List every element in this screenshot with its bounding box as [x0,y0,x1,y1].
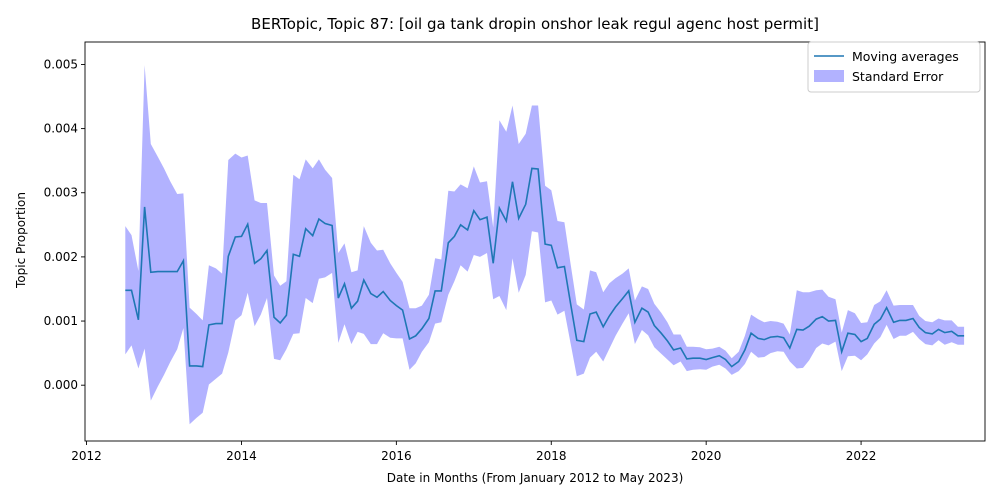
x-tick-label: 2012 [71,449,102,463]
x-tick-label: 2016 [381,449,412,463]
moving-average-line [125,167,965,368]
x-tick-label: 2022 [846,449,877,463]
chart-title: BERTopic, Topic 87: [oil ga tank dropin … [251,15,819,33]
legend-standard-error-label: Standard Error [852,69,944,84]
plot-area [125,65,965,425]
y-tick-label: 0.002 [44,250,78,264]
x-axis-label: Date in Months (From January 2012 to May… [387,471,684,485]
legend-moving-average-label: Moving averages [852,49,959,64]
y-tick-label: 0.004 [44,122,78,136]
legend-box [807,41,981,93]
y-tick-label: 0.000 [44,378,78,392]
y-tick-label: 0.001 [44,314,78,328]
y-axis-label: Topic Proportion [14,192,28,289]
legend-standard-error-swatch [814,70,844,82]
y-tick-label: 0.003 [44,186,78,200]
legend: Moving averages Standard Error [807,41,981,93]
y-tick-label: 0.005 [44,57,78,71]
x-tick-label: 2018 [536,449,567,463]
x-tick-label: 2014 [226,449,257,463]
x-axis-ticks: 2012 2014 2016 2018 2020 2022 [71,441,876,463]
axes-frame [84,41,986,442]
y-axis-ticks: 0.000 0.001 0.002 0.003 0.004 0.005 [44,57,85,392]
x-tick-label: 2020 [691,449,722,463]
